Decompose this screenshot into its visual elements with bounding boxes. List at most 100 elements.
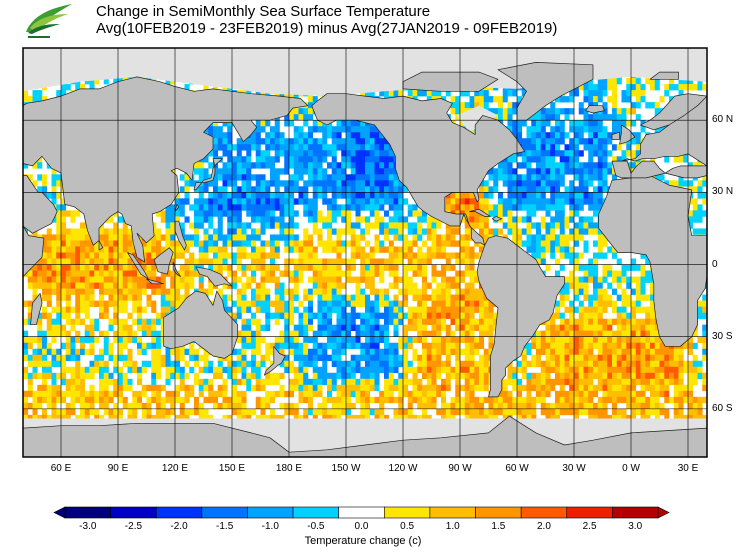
sst-cell (118, 282, 124, 289)
sst-cell (393, 348, 399, 356)
sst-cell (426, 258, 432, 265)
sst-cell (270, 378, 276, 386)
sst-cell (455, 324, 461, 331)
sst-cell (436, 306, 442, 313)
sst-cell (474, 222, 480, 229)
sst-cell (255, 156, 261, 163)
sst-cell (255, 132, 261, 139)
sst-cell (170, 288, 176, 295)
sst-cell (374, 306, 380, 313)
sst-cell (165, 216, 171, 223)
sst-cell (450, 276, 456, 283)
sst-cell (32, 276, 38, 283)
sst-cell (365, 300, 371, 307)
sst-cell (42, 294, 48, 301)
sst-cell (369, 174, 375, 181)
sst-cell (426, 372, 432, 380)
sst-cell (460, 288, 466, 295)
sst-cell (388, 282, 394, 289)
sst-cell (369, 360, 375, 368)
sst-cell (236, 312, 242, 319)
sst-cell (61, 354, 67, 362)
sst-cell (474, 252, 480, 259)
sst-cell (113, 360, 119, 368)
sst-cell (251, 174, 257, 181)
sst-cell (274, 222, 280, 229)
sst-cell (488, 342, 494, 350)
sst-cell (179, 198, 185, 205)
sst-cell (251, 144, 257, 151)
sst-cell (303, 318, 309, 325)
sst-cell (246, 252, 252, 259)
sst-cell (317, 126, 323, 133)
sst-cell (450, 264, 456, 271)
sst-cell (27, 402, 33, 410)
sst-cell (455, 108, 461, 115)
sst-cell (32, 294, 38, 301)
sst-cell (293, 186, 299, 193)
sst-cell (393, 198, 399, 205)
sst-cell (94, 354, 100, 362)
sst-cell (369, 252, 375, 259)
sst-cell (308, 276, 314, 283)
sst-cell (365, 366, 371, 374)
sst-cell (170, 240, 176, 247)
sst-cell (384, 258, 390, 265)
sst-cell (194, 204, 200, 211)
sst-cell (160, 360, 166, 368)
sst-cell (241, 330, 247, 337)
sst-cell (369, 222, 375, 229)
sst-cell (251, 318, 257, 325)
sst-cell (127, 240, 133, 247)
sst-cell (341, 126, 347, 133)
sst-cell (227, 306, 233, 313)
sst-cell (56, 324, 62, 331)
sst-cell (393, 90, 399, 97)
sst-cell (298, 126, 304, 133)
sst-cell (118, 276, 124, 283)
sst-cell (303, 354, 309, 362)
sst-cell (327, 372, 333, 380)
sst-cell (431, 228, 437, 235)
sst-cell (70, 306, 76, 313)
sst-cell (464, 234, 470, 241)
sst-cell (260, 246, 266, 253)
sst-cell (165, 240, 171, 247)
sst-cell (251, 138, 257, 145)
sst-cell (118, 234, 124, 241)
sst-cell (379, 90, 385, 97)
sst-cell (227, 264, 233, 271)
sst-cell (355, 330, 361, 337)
sst-cell (80, 366, 86, 374)
sst-cell (412, 234, 418, 241)
sst-cell (483, 408, 489, 416)
sst-cell (460, 348, 466, 356)
sst-cell (236, 192, 242, 199)
sst-cell (398, 204, 404, 211)
sst-cell (374, 204, 380, 211)
sst-cell (42, 336, 48, 344)
sst-cell (298, 264, 304, 271)
sst-cell (474, 306, 480, 313)
sst-cell (317, 228, 323, 235)
sst-cell (84, 282, 90, 289)
sst-cell (355, 198, 361, 205)
sst-cell (151, 342, 157, 350)
sst-cell (469, 216, 475, 223)
sst-cell (365, 414, 371, 422)
sst-cell (251, 384, 257, 392)
sst-cell (298, 150, 304, 157)
sst-cell (398, 90, 404, 97)
sst-cell (445, 360, 451, 368)
sst-cell (303, 204, 309, 211)
sst-cell (417, 360, 423, 368)
sst-cell (80, 396, 86, 404)
sst-cell (42, 270, 48, 277)
sst-cell (498, 96, 504, 103)
sst-cell (84, 270, 90, 277)
sst-cell (251, 132, 257, 139)
sst-cell (46, 372, 52, 380)
sst-cell (483, 312, 489, 319)
sst-cell (274, 204, 280, 211)
sst-cell (483, 222, 489, 229)
